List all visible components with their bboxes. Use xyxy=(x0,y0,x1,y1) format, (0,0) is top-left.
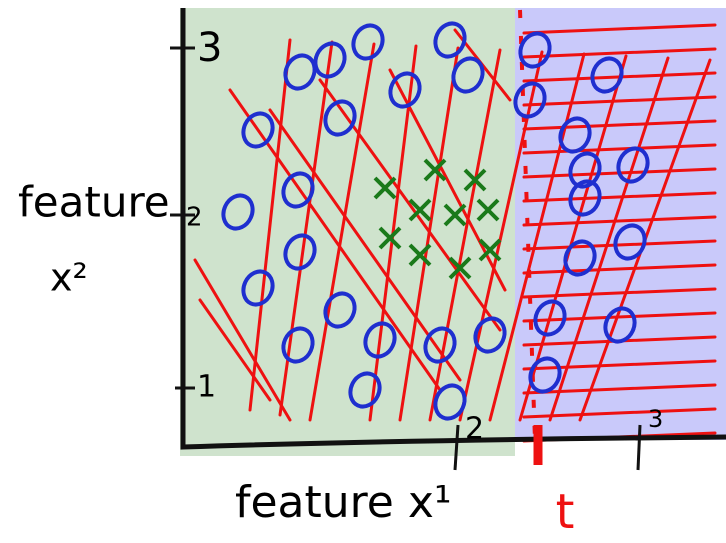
x-axis-label: feature x¹ xyxy=(235,477,452,528)
y-tick-label: 3 xyxy=(197,25,222,71)
x-tick-label: 2 xyxy=(465,412,484,447)
threshold-label: t xyxy=(556,484,575,540)
y-tick-label: 1 xyxy=(197,370,216,405)
diagram: 3 2 1 2 3 feature x² feature x¹ t xyxy=(0,0,726,543)
y-axis-label: feature xyxy=(18,178,170,227)
y-axis-label: x² xyxy=(50,256,88,300)
x-tick xyxy=(638,425,640,470)
y-tick-label: 2 xyxy=(186,203,203,233)
x-tick-label: 3 xyxy=(648,405,663,433)
